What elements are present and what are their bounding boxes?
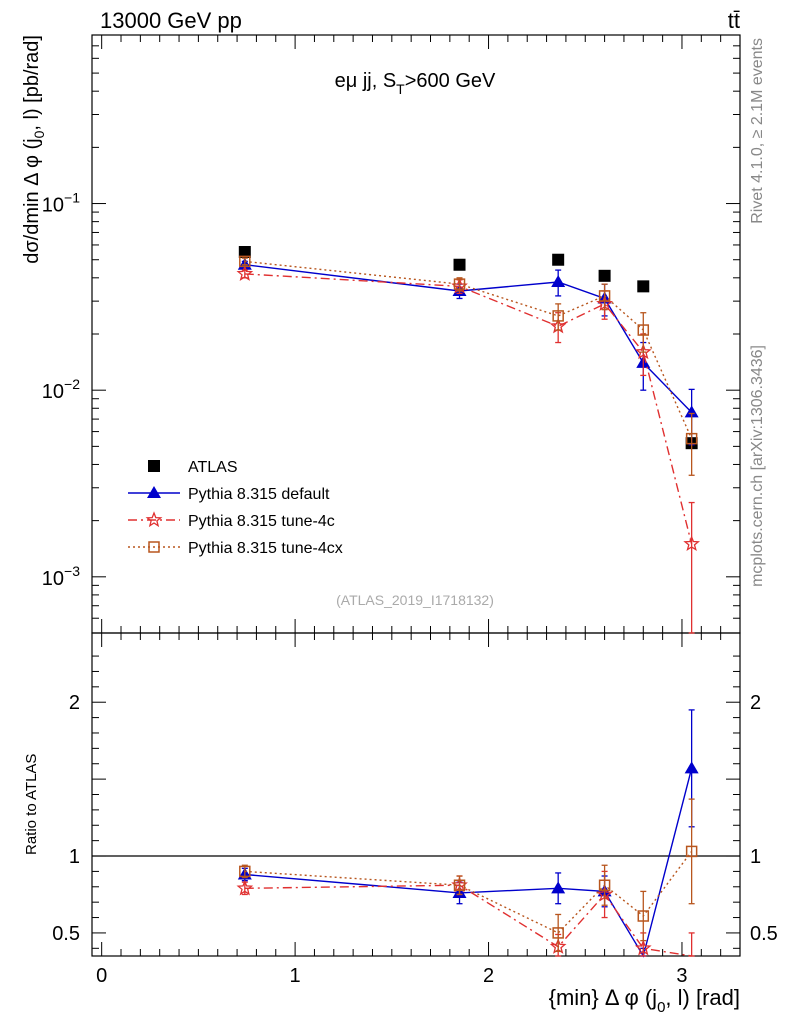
y-tick-label: 10−3 — [42, 563, 80, 590]
main-data-point — [598, 290, 611, 302]
ratio-y-tick-label: 1 — [69, 846, 80, 868]
legend: ATLAS Pythia 8.315 default Pythia 8.315 tu… — [128, 459, 343, 557]
x-tick-label: 1 — [290, 965, 301, 987]
main-data-point — [685, 432, 698, 445]
main-data-point — [598, 269, 611, 282]
x-tick-label: 3 — [676, 965, 687, 987]
x-axis-label: {min} Δ φ (j0, l) [rad] — [549, 985, 740, 1016]
ratio-panel-data — [92, 709, 740, 958]
main-data-point — [551, 274, 566, 287]
ratio-data-point — [634, 939, 652, 956]
legend-marker — [147, 486, 161, 498]
legend-label: ATLAS — [188, 459, 238, 476]
legend-marker — [145, 511, 163, 528]
ratio-data-point — [453, 879, 466, 891]
y-axis-label: dσ/dmin Δ φ (j0, l) [pb/rad] — [21, 35, 47, 264]
plot-title: eμ jj, ST>600 GeV — [335, 70, 496, 97]
legend-marker — [148, 460, 160, 472]
x-tick-label: 2 — [483, 965, 494, 987]
ratio-data-point — [236, 879, 254, 896]
ratio-y-tick-label: 0.5 — [52, 923, 80, 945]
main-series-line — [244, 273, 693, 545]
ratio-data-point — [239, 865, 251, 878]
ratio-y-axis-label: Ratio to ATLAS — [23, 754, 40, 855]
main-data-point — [637, 324, 650, 336]
main-data-point — [552, 253, 565, 266]
analysis-id-label: (ATLAS_2019_I1718132) — [336, 592, 494, 608]
legend-item: Pythia 8.315 default — [128, 486, 330, 503]
ratio-data-point — [598, 879, 611, 891]
legend-marker — [148, 541, 160, 553]
main-pythia-8-315-tune-4cx — [239, 255, 698, 476]
rivet-version-label: Rivet 4.1.0, ≥ 2.1M events — [749, 38, 766, 224]
main-data-point — [453, 278, 466, 290]
ratio-data-point — [637, 910, 650, 922]
main-data-point — [634, 343, 652, 360]
ratio-y-tick-label: 2 — [750, 692, 761, 714]
ratio-series-line — [244, 768, 693, 958]
y-tick-label: 10−1 — [42, 190, 80, 217]
main-series-line — [244, 264, 693, 413]
main-data-point — [238, 246, 251, 259]
energy-label: 13000 GeV pp — [100, 8, 242, 33]
legend-label: Pythia 8.315 default — [188, 486, 330, 503]
x-tick-label: 0 — [96, 965, 107, 987]
ratio-data-point — [551, 881, 566, 894]
legend-label: Pythia 8.315 tune-4c — [188, 513, 335, 530]
y-tick-label: 10−2 — [42, 376, 80, 403]
legend-item: Pythia 8.315 tune-4c — [128, 511, 335, 530]
ratio-y-tick-label: 2 — [69, 692, 80, 714]
ratio-y-tick-label: 1 — [750, 846, 761, 868]
ratio-pythia-8-315-tune-4cx — [239, 798, 698, 953]
main-series-line — [244, 260, 693, 439]
main-data-point — [236, 265, 254, 281]
ratio-y-tick-label: 0.5 — [750, 923, 778, 945]
legend-item: ATLAS — [148, 459, 238, 476]
main-atlas — [238, 246, 698, 450]
main-data-point — [637, 280, 650, 293]
legend-label: Pythia 8.315 tune-4cx — [188, 540, 343, 557]
mcplots-label: mcplots.cern.ch [arXiv:1306.3436] — [749, 345, 766, 587]
ratio-series-line — [244, 884, 692, 957]
ratio-data-point — [685, 845, 698, 858]
main-data-point — [683, 535, 700, 552]
main-data-point — [552, 310, 564, 322]
main-data-point — [239, 255, 251, 268]
axis-ticks: 0 1 2 3 10−1 10−2 10−3 0.5 0.5 1 1 2 2 — [42, 34, 778, 987]
ratio-data-point — [552, 927, 564, 939]
main-data-point — [684, 405, 699, 418]
ratio-data-point — [684, 761, 699, 774]
main-data-point — [453, 258, 466, 271]
main-panel-data — [236, 246, 700, 634]
process-label: tt̄ — [728, 8, 740, 33]
legend-item: Pythia 8.315 tune-4cx — [128, 540, 343, 557]
